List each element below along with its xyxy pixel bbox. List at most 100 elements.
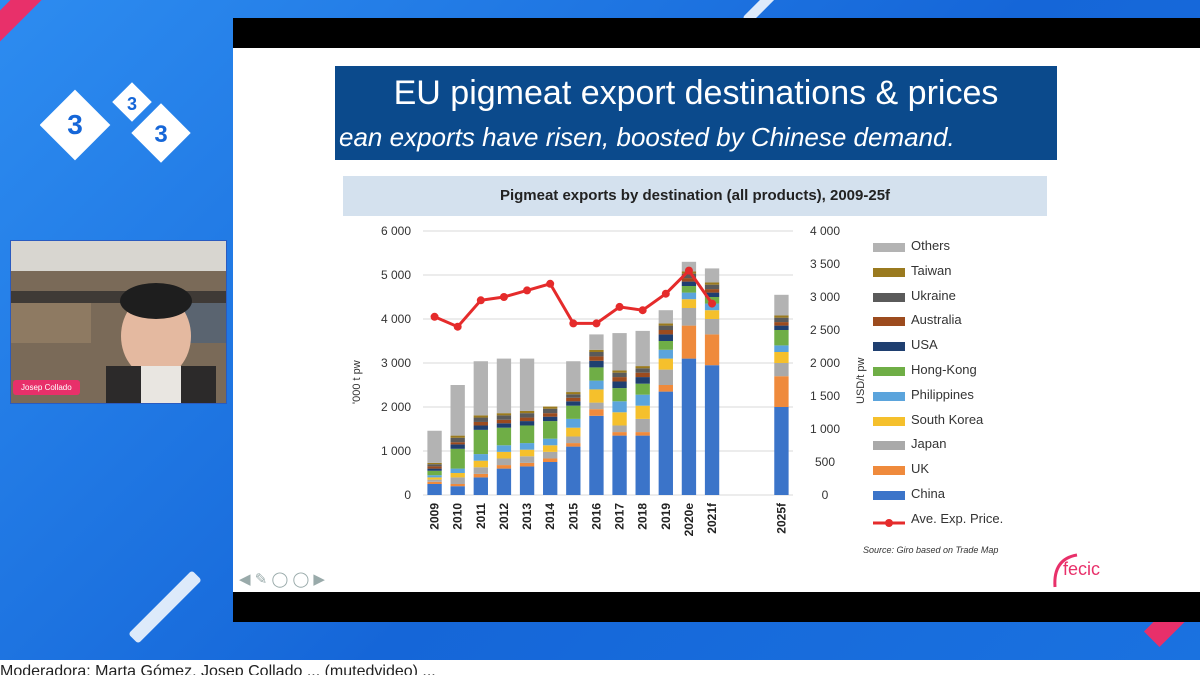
bar-segment-hong-kong	[635, 383, 650, 395]
bar-segment-philippines	[612, 401, 627, 413]
bar-segment-china	[543, 462, 558, 495]
price-point	[708, 299, 717, 308]
bar-segment-japan	[658, 369, 673, 385]
bar-segment-philippines	[635, 394, 650, 406]
bar-segment-others	[658, 310, 673, 324]
more-icon[interactable]: ◯	[292, 571, 310, 588]
bar-segment-others	[427, 430, 442, 463]
bar-segment-usa	[635, 377, 650, 384]
y2-tick-label: 1 000	[810, 422, 840, 436]
legend-swatch	[873, 516, 905, 527]
bar-segment-japan	[543, 451, 558, 459]
prev-arrow-icon[interactable]: ◀	[239, 571, 251, 588]
pen-icon[interactable]: ✎	[254, 571, 268, 588]
price-point	[476, 296, 485, 305]
x-tick-label: 2015	[566, 503, 580, 530]
x-tick-label: 2021f	[705, 502, 719, 534]
bar-segment-usa	[543, 416, 558, 422]
bar-segment-uk	[473, 473, 488, 478]
bar-segment-south-korea	[589, 389, 604, 403]
y2-tick-label: 3 000	[810, 290, 840, 304]
legend-label: Australia	[911, 312, 962, 328]
bar-segment-uk	[566, 443, 581, 447]
bar-segment-others	[496, 358, 512, 414]
next-arrow-icon[interactable]: ▶	[313, 571, 325, 588]
slide-subtitle: ean exports have risen, boosted by Chine…	[339, 122, 955, 152]
legend-item: South Korea	[873, 412, 1043, 437]
legend-swatch	[873, 391, 905, 401]
legend-swatch	[873, 292, 905, 302]
bar-segment-china	[519, 466, 535, 495]
bar-segment-uk	[704, 334, 720, 366]
bar-segment-australia	[473, 421, 488, 426]
bar-segment-ukraine	[704, 284, 720, 290]
bar-segment-taiwan	[704, 282, 720, 285]
bar-segment-usa	[681, 281, 697, 286]
slide-title-box: EU pigmeat export destinations & prices …	[335, 66, 1057, 160]
zoom-icon[interactable]: ◯	[271, 571, 289, 588]
y2-tick-label: 4 000	[810, 224, 840, 238]
chart-title: Pigmeat exports by destination (all prod…	[499, 187, 891, 204]
legend-label: Japan	[911, 436, 947, 452]
bar-segment-ukraine	[519, 413, 535, 418]
legend-label: Hong-Kong	[911, 361, 977, 377]
bar-segment-usa	[566, 401, 581, 406]
bar-segment-ukraine	[612, 372, 627, 378]
bar-segment-japan	[681, 308, 697, 326]
bar-segment-south-korea	[635, 405, 650, 419]
bar-segment-ukraine	[589, 352, 604, 357]
bar-segment-taiwan	[589, 349, 604, 352]
bar-segment-hong-kong	[473, 429, 488, 455]
bar-segment-australia	[496, 419, 512, 424]
x-tick-label: 2017	[613, 503, 627, 530]
bar-segment-taiwan	[473, 415, 488, 418]
bar-segment-japan	[635, 418, 650, 433]
bar-segment-usa	[427, 468, 442, 471]
y-axis-label-left: '000 t pw	[351, 360, 363, 404]
y-tick-label: 4 000	[381, 312, 411, 326]
bar-segment-others	[519, 358, 535, 411]
bar-segment-taiwan	[543, 406, 558, 409]
y2-tick-label: 2 000	[810, 356, 840, 370]
slide-letterbox-bottom	[233, 592, 1200, 622]
bar-segment-south-korea	[427, 477, 442, 480]
y2-tick-label: 2 500	[810, 323, 840, 337]
legend-item: Taiwan	[873, 263, 1043, 288]
bar-segment-uk	[543, 458, 558, 462]
bar-segment-philippines	[589, 380, 604, 390]
bar-segment-usa	[774, 325, 789, 330]
bar-segment-china	[612, 435, 627, 495]
x-tick-label: 2025f	[774, 502, 788, 534]
legend-swatch	[873, 267, 905, 277]
bar-segment-usa	[612, 381, 627, 389]
legend-swatch	[873, 243, 905, 252]
bar-segment-ukraine	[450, 437, 465, 443]
x-tick-label: 2020e	[682, 503, 696, 537]
svg-text:3: 3	[127, 94, 137, 114]
bar-segment-japan	[427, 479, 442, 482]
x-tick-label: 2013	[520, 503, 534, 530]
bar-segment-hong-kong	[589, 367, 604, 381]
bar-segment-uk	[658, 385, 673, 392]
legend-label: Others	[911, 238, 951, 253]
y-tick-label: 5 000	[381, 268, 411, 282]
stacked-bar-chart: 0 1 000 2 000 3 000 4 000 5 000 6 000 0 500 1 000…	[381, 224, 840, 537]
bar-segment-hong-kong	[496, 427, 512, 446]
price-point	[615, 302, 624, 311]
bar-segment-taiwan	[774, 315, 789, 318]
bar-segment-hong-kong	[681, 286, 697, 293]
price-point	[430, 312, 439, 321]
bar-segment-hong-kong	[612, 388, 627, 402]
bar-segment-philippines	[519, 443, 535, 450]
legend-item: Japan	[873, 436, 1043, 461]
bar-segment-usa	[704, 292, 720, 297]
bar-segment-china	[658, 391, 673, 495]
legend-item: Ave. Exp. Price.	[873, 511, 1043, 536]
bar-segment-philippines	[566, 418, 581, 428]
bar-segment-south-korea	[658, 358, 673, 370]
legend-item: Philippines	[873, 387, 1043, 412]
bar-segment-china	[774, 407, 789, 495]
bar-segment-japan	[519, 456, 535, 463]
legend-item: China	[873, 486, 1043, 511]
bar-segment-ukraine	[658, 325, 673, 330]
